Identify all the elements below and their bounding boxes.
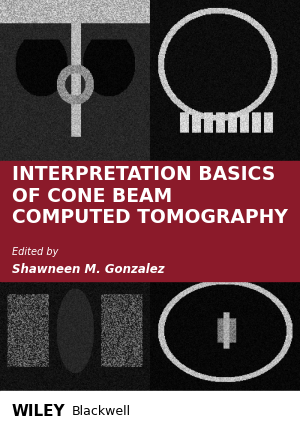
- Text: INTERPRETATION BASICS: INTERPRETATION BASICS: [12, 165, 275, 184]
- Text: Edited by: Edited by: [12, 246, 58, 257]
- Text: Shawneen M. Gonzalez: Shawneen M. Gonzalez: [12, 262, 165, 275]
- Text: COMPUTED TOMOGRAPHY: COMPUTED TOMOGRAPHY: [12, 208, 288, 227]
- Text: WILEY: WILEY: [12, 403, 66, 418]
- Text: Blackwell: Blackwell: [72, 404, 131, 417]
- Text: OF CONE BEAM: OF CONE BEAM: [12, 186, 172, 205]
